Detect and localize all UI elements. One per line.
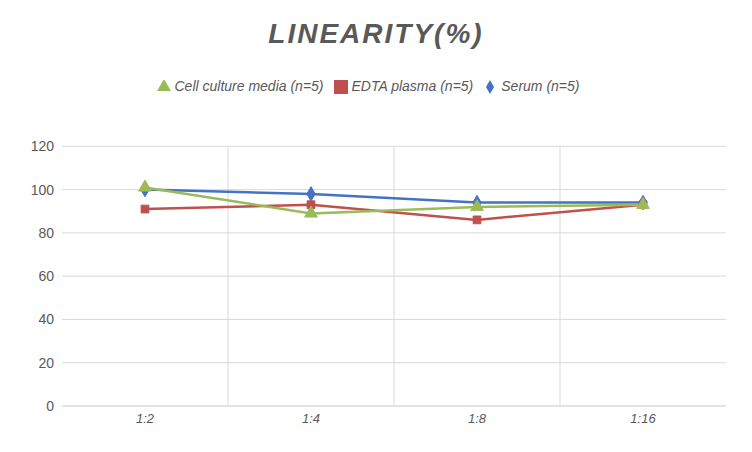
html-text:EDTA plasma (n=5): EDTA plasma (n=5) [351,78,474,94]
svg-text:60: 60 [38,268,54,284]
svg-text:1:8: 1:8 [468,411,487,426]
svg-text:100: 100 [31,182,55,198]
svg-text:40: 40 [38,311,54,327]
svg-text:1:2: 1:2 [136,411,155,426]
html-text:Cell culture media (n=5): Cell culture media (n=5) [174,78,324,94]
svg-text:120: 120 [31,138,55,154]
svg-text:80: 80 [38,225,54,241]
svg-text:1:4: 1:4 [302,411,320,426]
svg-text:20: 20 [38,355,54,371]
html-text:Serum (n=5): Serum (n=5) [501,78,580,94]
svg-text:1:16: 1:16 [630,411,656,426]
svg-text:0: 0 [46,398,54,414]
html-text:LINEARITY(%): LINEARITY(%) [268,18,484,49]
